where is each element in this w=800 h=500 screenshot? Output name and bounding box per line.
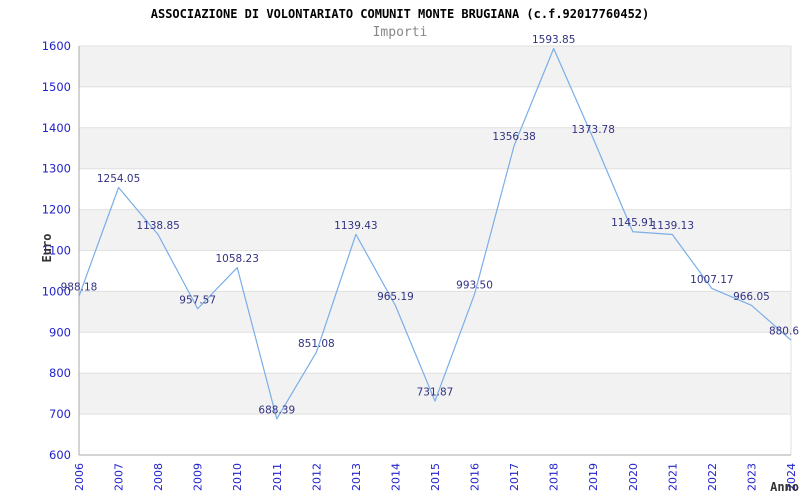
data-point-label: 731.87 bbox=[417, 387, 454, 399]
y-tick-label: 900 bbox=[49, 325, 71, 339]
plot-band bbox=[79, 127, 791, 169]
plot-band bbox=[79, 332, 791, 374]
plot-band bbox=[79, 209, 791, 251]
y-tick-label: 1600 bbox=[42, 39, 71, 53]
data-point-label: 851.08 bbox=[298, 338, 335, 350]
y-tick-label: 700 bbox=[49, 407, 71, 421]
data-point-label: 1058.23 bbox=[216, 253, 259, 265]
x-tick-label: 2016 bbox=[469, 463, 482, 491]
data-point-label: 1356.38 bbox=[492, 131, 535, 143]
x-tick-label: 2015 bbox=[429, 463, 442, 491]
plot-band bbox=[79, 86, 791, 128]
data-point-label: 957.57 bbox=[179, 294, 216, 306]
data-point-label: 1373.78 bbox=[572, 124, 615, 136]
y-tick-label: 1100 bbox=[42, 244, 71, 258]
plot-band bbox=[79, 250, 791, 292]
x-tick-label: 2024 bbox=[785, 463, 798, 491]
data-point-label: 688.39 bbox=[258, 404, 295, 416]
data-point-label: 993.50 bbox=[456, 280, 493, 292]
chart-subtitle: Importi bbox=[372, 25, 428, 40]
y-tick-label: 1400 bbox=[42, 121, 71, 135]
data-line bbox=[78, 47, 792, 420]
x-tick-label: 2014 bbox=[389, 463, 402, 491]
data-point-label: 1254.05 bbox=[97, 173, 140, 185]
data-point-label: 880.6 bbox=[769, 326, 799, 338]
data-point-label: 1139.43 bbox=[334, 220, 377, 232]
x-tick-label: 2008 bbox=[152, 463, 165, 491]
x-tick-label: 2011 bbox=[271, 463, 284, 491]
data-point-label: 1007.17 bbox=[690, 274, 733, 286]
x-tick-label: 2009 bbox=[192, 463, 205, 491]
y-tick-label: 1200 bbox=[42, 203, 71, 217]
y-axis-title: Euro bbox=[40, 233, 54, 263]
y-tick-label: 1000 bbox=[42, 284, 71, 298]
x-tick-label: 2017 bbox=[508, 463, 521, 491]
x-tick-label: 2020 bbox=[627, 463, 640, 491]
plot-band bbox=[79, 373, 791, 415]
x-tick-label: 2010 bbox=[231, 463, 244, 491]
x-tick-label: 2006 bbox=[73, 463, 86, 491]
data-point-label: 1145.91 bbox=[611, 217, 654, 229]
data-point-label: 988.18 bbox=[61, 282, 98, 294]
data-point-label: 1139.13 bbox=[651, 220, 694, 232]
x-tick-label: 2023 bbox=[745, 463, 758, 491]
x-tick-label: 2007 bbox=[113, 463, 126, 491]
plot-band bbox=[79, 46, 791, 87]
y-tick-label: 600 bbox=[49, 448, 71, 462]
y-tick-label: 1300 bbox=[42, 162, 71, 176]
plot-band bbox=[79, 291, 791, 333]
y-tick-label: 800 bbox=[49, 366, 71, 380]
x-tick-label: 2022 bbox=[706, 463, 719, 491]
x-tick-label: 2013 bbox=[350, 463, 363, 491]
y-tick-label: 1500 bbox=[42, 80, 71, 94]
data-point-label: 965.19 bbox=[377, 291, 414, 303]
data-point-label: 1593.85 bbox=[532, 34, 575, 46]
x-tick-label: 2012 bbox=[310, 463, 323, 491]
plot-band bbox=[79, 414, 791, 455]
data-point-label: 966.05 bbox=[733, 291, 770, 303]
x-tick-label: 2018 bbox=[548, 463, 561, 491]
x-axis-title: Anno bbox=[770, 480, 799, 494]
chart-title: ASSOCIAZIONE DI VOLONTARIATO COMUNIT MON… bbox=[150, 7, 650, 21]
x-tick-label: 2019 bbox=[587, 463, 600, 491]
x-tick-label: 2021 bbox=[666, 463, 679, 491]
plot-band bbox=[79, 168, 791, 210]
data-point-label: 1138.85 bbox=[136, 220, 179, 232]
